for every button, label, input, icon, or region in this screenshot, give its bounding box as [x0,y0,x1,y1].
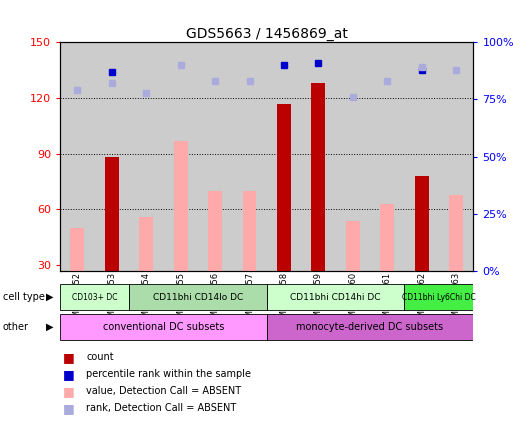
Text: CD11bhi CD14hi DC: CD11bhi CD14hi DC [290,293,381,302]
Bar [95,42,129,271]
Text: ▶: ▶ [46,322,53,332]
Text: rank, Detection Call = ABSENT: rank, Detection Call = ABSENT [86,403,236,413]
Text: conventional DC subsets: conventional DC subsets [103,322,224,332]
Bar [129,42,163,271]
Bar [439,42,473,271]
Bar [404,42,439,271]
Bar [60,284,129,310]
Bar [60,313,267,340]
Text: count: count [86,352,114,363]
Bar [71,228,84,271]
Bar [370,42,404,271]
Bar [449,195,463,271]
Bar [198,42,232,271]
Bar [277,104,291,271]
Bar [243,191,256,271]
Text: ■: ■ [63,351,74,364]
Bar [336,42,370,271]
Bar [404,284,473,310]
Bar [208,191,222,271]
Bar [267,42,301,271]
Bar [267,313,473,340]
Text: percentile rank within the sample: percentile rank within the sample [86,369,251,379]
Text: monocyte-derived DC subsets: monocyte-derived DC subsets [297,322,444,332]
Bar [174,141,188,271]
Text: other: other [3,322,29,332]
Bar [301,42,336,271]
Text: ■: ■ [63,368,74,381]
Bar [415,176,428,271]
Text: CD11bhi Ly6Chi DC: CD11bhi Ly6Chi DC [402,293,476,302]
Bar [380,204,394,271]
Text: ▶: ▶ [46,292,53,302]
Bar [312,83,325,271]
Bar [267,284,404,310]
Text: cell type: cell type [3,292,44,302]
Bar [163,42,198,271]
Title: GDS5663 / 1456869_at: GDS5663 / 1456869_at [186,27,348,41]
Bar [105,157,119,271]
Text: CD11bhi CD14lo DC: CD11bhi CD14lo DC [153,293,243,302]
Text: CD103+ DC: CD103+ DC [72,293,117,302]
Bar [60,42,95,271]
Bar [129,284,267,310]
Bar [232,42,267,271]
Text: value, Detection Call = ABSENT: value, Detection Call = ABSENT [86,386,242,396]
Bar [139,217,153,271]
Bar [346,220,360,271]
Text: ■: ■ [63,402,74,415]
Text: ■: ■ [63,385,74,398]
